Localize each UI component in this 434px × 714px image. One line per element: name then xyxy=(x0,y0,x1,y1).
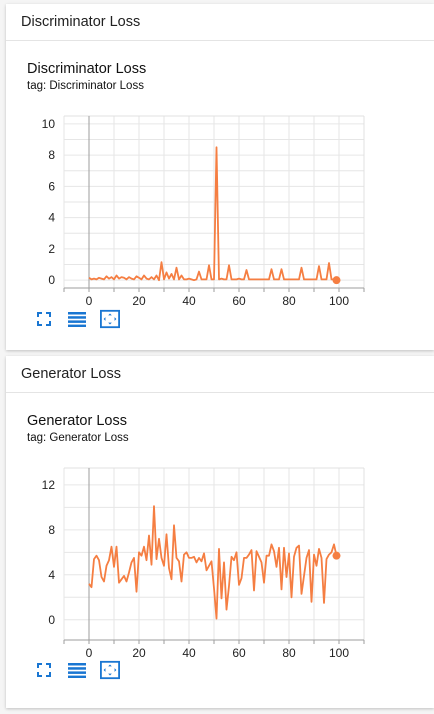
chart-svg: 0 20 40 60 80 100 0 4 8 12 xyxy=(42,467,365,660)
y-tick-label: 4 xyxy=(48,568,55,582)
card-tag: tag: Discriminator Loss xyxy=(27,80,144,92)
y-tick-label: 8 xyxy=(48,523,55,537)
card-toolbar xyxy=(34,309,120,329)
fullscreen-icon xyxy=(37,663,51,677)
section-header[interactable]: Discriminator Loss xyxy=(6,4,434,41)
line-chart[interactable]: 0 20 40 60 80 100 0 4 8 12 xyxy=(6,460,406,660)
x-tick-label: 0 xyxy=(86,294,93,308)
list-lines-icon xyxy=(68,312,86,327)
card-toolbar xyxy=(34,660,120,680)
last-point-marker[interactable] xyxy=(332,551,341,560)
series-line xyxy=(88,146,337,282)
card-title: Generator Loss xyxy=(27,413,127,429)
generator-section: Generator Loss Generator Loss tag: Gener… xyxy=(6,356,434,708)
series-line xyxy=(88,505,338,620)
list-lines-icon xyxy=(68,663,86,678)
fullscreen-button[interactable] xyxy=(34,660,54,680)
x-tick-label: 20 xyxy=(132,294,146,308)
x-ticks xyxy=(63,288,365,292)
x-tick-label: 0 xyxy=(86,646,93,660)
scalar-card: Generator Loss tag: Generator Loss xyxy=(27,413,129,445)
fit-domain-icon xyxy=(100,309,120,329)
x-tick-label: 60 xyxy=(232,294,246,308)
card-tag: tag: Generator Loss xyxy=(27,432,129,444)
x-tick-label: 100 xyxy=(329,294,349,308)
scalar-card: Discriminator Loss tag: Discriminator Lo… xyxy=(27,61,146,93)
y-tick-label: 8 xyxy=(48,148,55,162)
fit-domain-button[interactable] xyxy=(100,660,120,680)
section-title: Generator Loss xyxy=(21,366,121,382)
x-tick-label: 40 xyxy=(182,646,196,660)
y-tick-label: 12 xyxy=(42,478,56,492)
y-tick-label: 10 xyxy=(42,117,56,131)
x-tick-label: 40 xyxy=(182,294,196,308)
y-tick-label: 2 xyxy=(48,242,55,256)
last-point-marker[interactable] xyxy=(332,276,341,285)
section-header[interactable]: Generator Loss xyxy=(6,356,434,393)
y-tick-label: 4 xyxy=(48,211,55,225)
x-ticks xyxy=(63,640,365,644)
discriminator-section: Discriminator Loss Discriminator Loss ta… xyxy=(6,4,434,350)
x-tick-label: 60 xyxy=(232,646,246,660)
y-tick-label: 0 xyxy=(48,613,55,627)
x-tick-label: 100 xyxy=(329,646,349,660)
x-tick-label: 80 xyxy=(282,646,296,660)
log-scale-button[interactable] xyxy=(67,660,87,680)
fit-domain-icon xyxy=(100,660,120,680)
fullscreen-button[interactable] xyxy=(34,309,54,329)
line-chart[interactable]: 0 20 40 60 80 100 0 2 4 6 8 10 xyxy=(6,108,406,308)
fullscreen-icon xyxy=(37,312,51,326)
card-title: Discriminator Loss xyxy=(27,61,147,77)
section-title: Discriminator Loss xyxy=(21,14,141,30)
x-tick-label: 20 xyxy=(132,646,146,660)
fit-domain-button[interactable] xyxy=(100,309,120,329)
y-tick-label: 0 xyxy=(48,273,55,287)
log-scale-button[interactable] xyxy=(67,309,87,329)
y-tick-label: 6 xyxy=(48,179,55,193)
chart-svg: 0 20 40 60 80 100 0 2 4 6 8 10 xyxy=(42,115,365,308)
x-tick-label: 80 xyxy=(282,294,296,308)
